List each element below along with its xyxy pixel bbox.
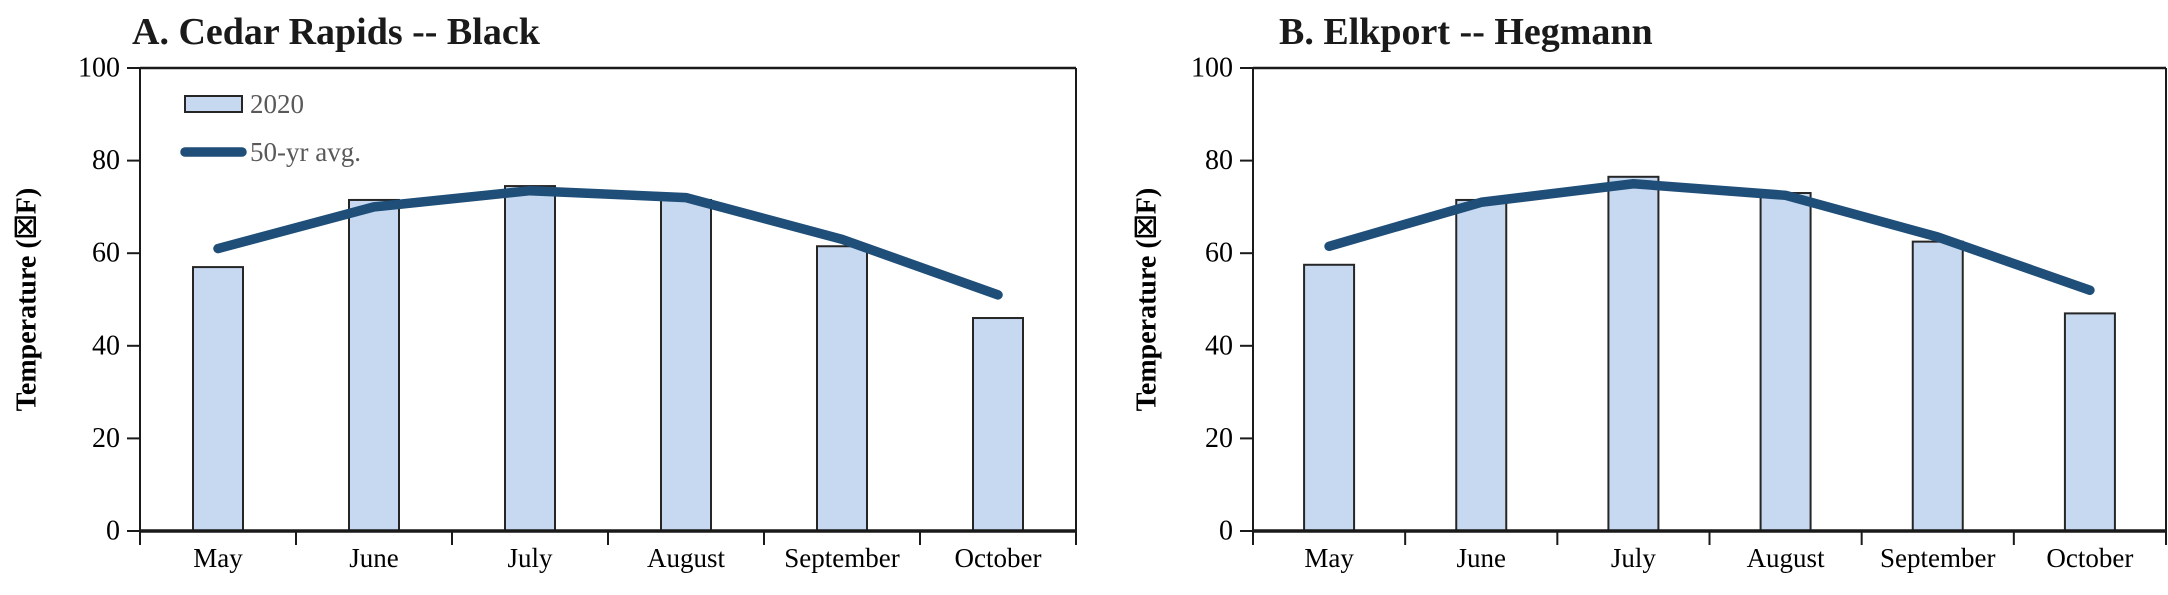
- chart-elkport-canvas: 0 20 40 60 80 100 May June July August September Oc…: [1132, 11, 2167, 573]
- bar-september-2020: [1911, 240, 1964, 532]
- chart-title: A. Cedar Rapids -- Black: [132, 11, 541, 53]
- month-label-august: August: [647, 543, 726, 573]
- y-tick-label-40: 40: [92, 330, 120, 361]
- y-tick-label-100: 100: [78, 53, 120, 84]
- y-tick-label-0: 0: [106, 516, 120, 547]
- y-tick-label-80: 80: [92, 145, 120, 176]
- month-label-june: June: [349, 543, 399, 573]
- month-label-june: June: [1457, 543, 1507, 573]
- bar-october-2020: [972, 317, 1024, 532]
- y-tick-label-80: 80: [1205, 145, 1233, 176]
- bar-may-2020: [1303, 263, 1356, 532]
- bar-august-2020: [1759, 192, 1812, 532]
- y-tick-label-60: 60: [92, 238, 120, 269]
- chart-elkport: 0 20 40 60 80 100 May June July August September Oc…: [1130, 0, 2168, 595]
- bar-august-2020: [660, 198, 712, 533]
- y-tick-label-60: 60: [1205, 238, 1233, 269]
- bar-july-2020: [504, 185, 556, 532]
- y-axis-title: Temperature (☒F): [1132, 188, 1163, 411]
- y-tick-label-20: 20: [1205, 423, 1233, 454]
- avg-line: [1324, 179, 2095, 295]
- chart-title: B. Elkport -- Hegmann: [1279, 11, 1653, 53]
- y-tick-label-20: 20: [92, 423, 120, 454]
- bar-june-2020: [1455, 198, 1508, 533]
- month-label-august: August: [1747, 543, 1826, 573]
- legend-line-label: 50-yr avg.: [250, 137, 361, 167]
- bar-june-2020: [348, 198, 400, 533]
- y-tick-label-40: 40: [1205, 330, 1233, 361]
- bar-may-2020: [192, 266, 244, 532]
- avg-line: [213, 185, 1003, 300]
- month-label-may: May: [193, 543, 243, 573]
- chart-cedar-rapids-canvas: 0 20 40 60 80 100 May June July August September Oc…: [12, 11, 1077, 573]
- y-tick-label-100: 100: [1191, 53, 1233, 84]
- legend-bar-swatch: [184, 95, 243, 113]
- bar-october-2020: [2063, 312, 2116, 533]
- month-label-may: May: [1304, 543, 1354, 573]
- legend-bar-label: 2020: [250, 89, 304, 119]
- bar-september-2020: [816, 245, 868, 532]
- bar-july-2020: [1607, 175, 1660, 532]
- month-label-october: October: [955, 543, 1042, 573]
- y-axis-title: Temperature (☒F): [12, 188, 43, 411]
- month-label-july: July: [507, 543, 553, 573]
- y-tick-label-0: 0: [1219, 516, 1233, 547]
- month-label-july: July: [1611, 543, 1657, 573]
- chart-cedar-rapids: 0 20 40 60 80 100 May June July August September Oc…: [12, 11, 1077, 573]
- month-label-september: September: [784, 543, 899, 573]
- month-label-september: September: [1880, 543, 1995, 573]
- month-label-october: October: [2046, 543, 2133, 573]
